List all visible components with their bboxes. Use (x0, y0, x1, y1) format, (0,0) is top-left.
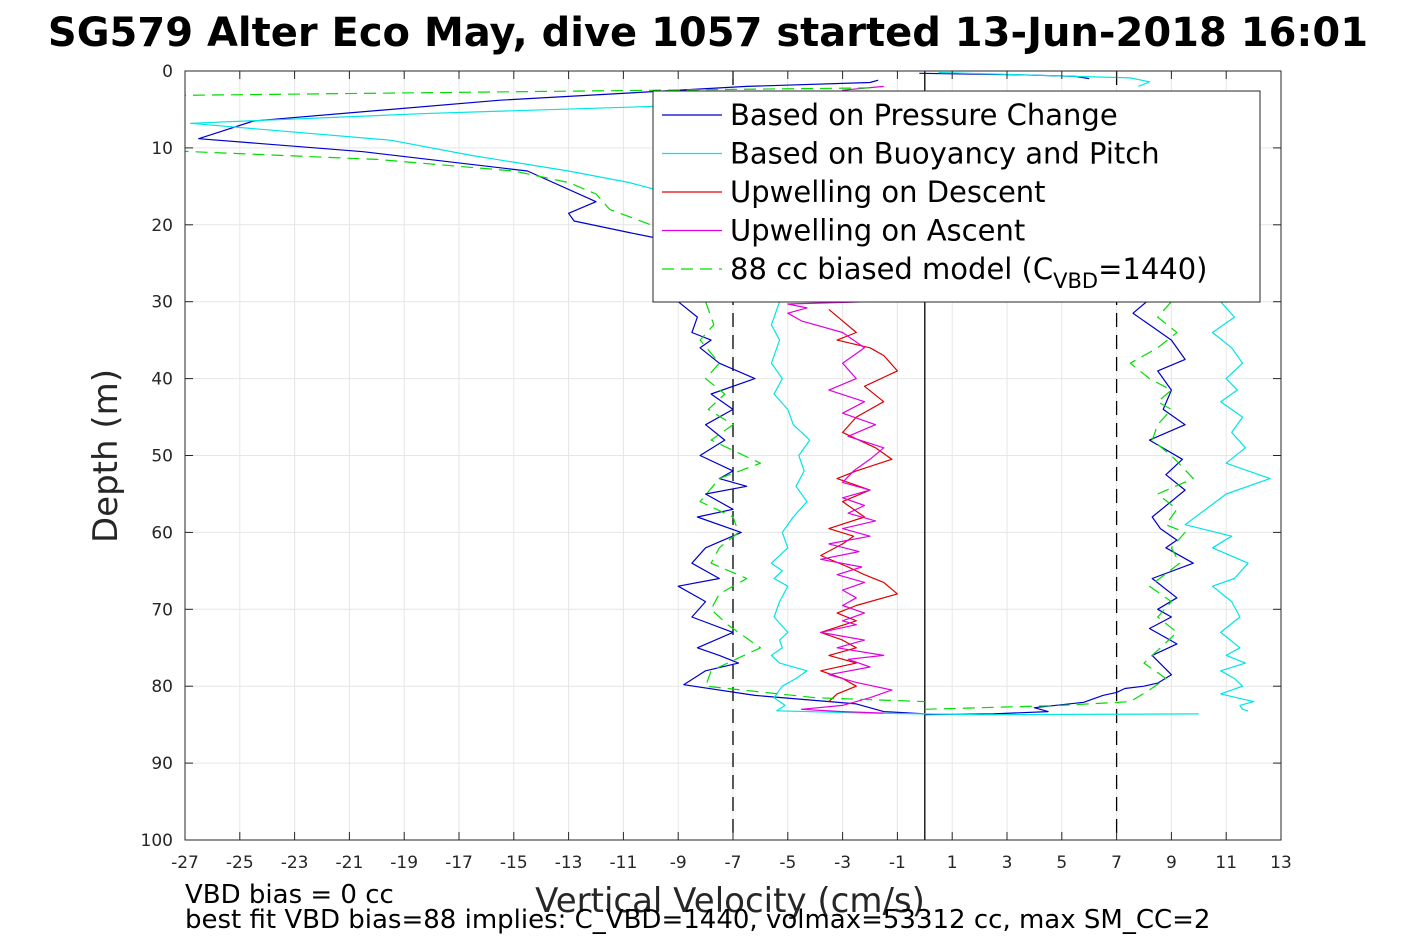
best-fit-note: best fit VBD bias=88 implies: C_VBD=1440… (185, 905, 1210, 935)
x-tick-label: -9 (670, 853, 687, 873)
y-tick-label: 100 (141, 831, 173, 851)
y-tick-label: 90 (151, 754, 173, 774)
legend: Based on Pressure Change Based on Buoyanc… (652, 90, 1261, 303)
y-axis-label: Depth (m) (86, 369, 126, 543)
x-tick-label: 9 (1166, 853, 1177, 873)
chart-title: SG579 Alter Eco May, dive 1057 started 1… (48, 10, 1368, 56)
x-tick-label: -5 (779, 853, 796, 873)
x-tick-label: -21 (336, 853, 364, 873)
x-tick-label: 1 (947, 853, 958, 873)
y-tick-label: 20 (151, 216, 173, 236)
x-tick-label: -27 (171, 853, 199, 873)
x-tick-label: 13 (1270, 853, 1292, 873)
series-lines (185, 71, 1271, 716)
series-line (820, 308, 899, 703)
x-tick-label: 7 (1111, 853, 1122, 873)
legend-label: Based on Pressure Change (730, 98, 1118, 132)
series-line (770, 301, 1199, 716)
y-tick-label: 30 (151, 293, 173, 313)
x-tick-label: -1 (889, 853, 906, 873)
y-tick-label: 40 (151, 370, 173, 390)
x-tick-label: -19 (390, 853, 418, 873)
series-line (185, 150, 652, 226)
series-line (938, 71, 1151, 87)
series-line (677, 301, 925, 715)
x-tick-label: -15 (500, 853, 528, 873)
x-tick-label: 11 (1215, 853, 1237, 873)
x-tick-label: -7 (725, 853, 742, 873)
y-tick-label: 80 (151, 677, 173, 697)
x-axis-label: Vertical Velocity (cm/s) (535, 881, 925, 921)
series-line (1184, 301, 1271, 712)
series-line (787, 301, 893, 714)
x-tick-label: -17 (445, 853, 473, 873)
x-tick-label: -25 (226, 853, 254, 873)
legend-label: Based on Buoyancy and Pitch (730, 137, 1160, 171)
y-tick-label: 60 (151, 523, 173, 543)
x-tick-label: -23 (281, 853, 309, 873)
y-tick-label: 50 (151, 447, 173, 467)
y-axis-ticks: 0 10 20 30 40 50 60 70 80 90 100 (141, 62, 1281, 851)
legend-label: 88 cc biased model (CVBD=1440) (730, 252, 1208, 293)
x-tick-label: -13 (555, 853, 583, 873)
legend-label: Upwelling on Descent (730, 175, 1046, 209)
legend-box (652, 90, 1261, 303)
x-tick-label: 3 (1002, 853, 1013, 873)
vbd-bias-note: VBD bias = 0 cc (185, 880, 394, 910)
series-line (185, 87, 871, 96)
x-tick-label: 5 (1056, 853, 1067, 873)
x-tick-label: -11 (610, 853, 638, 873)
series-line (699, 301, 925, 703)
series-line (924, 301, 1194, 710)
y-tick-label: 0 (162, 62, 173, 82)
x-axis-ticks: -27 -25 -23 -21 -19 -17 -15 -13 -11 -9 -7 -5 -3 -1 1 3 5… (171, 71, 1292, 873)
series-line (198, 79, 879, 249)
series-line (924, 301, 1194, 716)
y-tick-label: 70 (151, 600, 173, 620)
x-tick-label: -3 (834, 853, 851, 873)
legend-label: Upwelling on Ascent (730, 214, 1025, 248)
y-tick-label: 10 (151, 139, 173, 159)
